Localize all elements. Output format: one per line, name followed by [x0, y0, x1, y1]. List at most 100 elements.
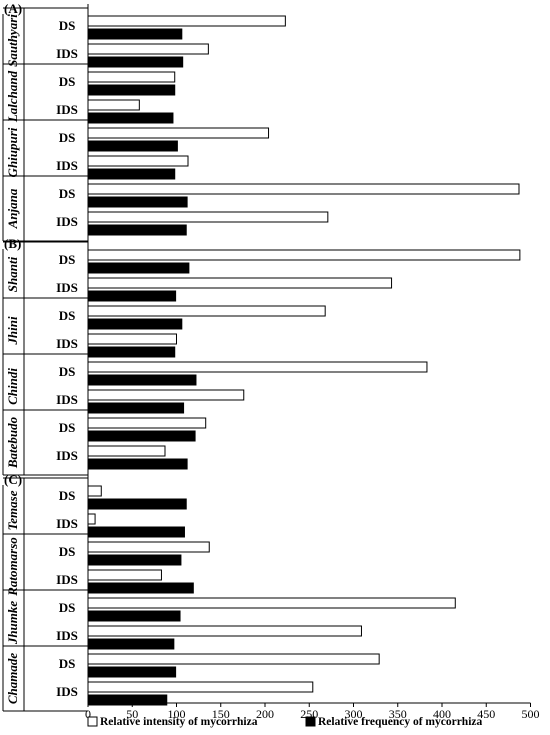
- condition-label: IDS: [56, 336, 78, 351]
- cultivar-label: Ratomarso: [5, 537, 20, 597]
- cultivar-label: Chamade: [5, 653, 20, 705]
- bar-intensity: [87, 127, 270, 139]
- bar-intensity: [87, 361, 428, 373]
- bar-intensity: [87, 485, 102, 497]
- bar-frequency: [87, 402, 185, 414]
- bar-intensity: [87, 333, 177, 345]
- bar-frequency: [87, 28, 183, 40]
- x-tick-label: 450: [477, 707, 495, 721]
- panel-label: (B): [4, 236, 21, 251]
- x-tick-label: 300: [345, 707, 363, 721]
- bar-frequency: [87, 140, 178, 152]
- condition-label: DS: [59, 186, 76, 201]
- condition-label: DS: [59, 252, 76, 267]
- condition-label: IDS: [56, 102, 78, 117]
- condition-label: DS: [59, 74, 76, 89]
- bar-frequency: [87, 554, 182, 566]
- cultivar-label: Temase: [5, 490, 20, 530]
- bar-frequency: [87, 318, 183, 330]
- bar-frequency: [87, 290, 177, 302]
- condition-label: IDS: [56, 572, 78, 587]
- cultivar-label: Chindi: [5, 368, 20, 405]
- bar-frequency: [87, 374, 197, 386]
- condition-label: DS: [59, 130, 76, 145]
- bar-frequency: [87, 430, 196, 442]
- bar-intensity: [87, 155, 189, 167]
- condition-label: IDS: [56, 516, 78, 531]
- bar-intensity: [87, 15, 286, 27]
- condition-label: IDS: [56, 46, 78, 61]
- bar-frequency: [87, 196, 188, 208]
- cultivar-label: Shanti: [5, 256, 20, 292]
- bar-frequency: [87, 346, 176, 358]
- bar-frequency: [87, 638, 175, 650]
- condition-label: IDS: [56, 684, 78, 699]
- condition-label: IDS: [56, 214, 78, 229]
- bar-intensity: [87, 513, 96, 525]
- cultivar-label: Batebudo: [5, 416, 20, 469]
- legend-swatch: [305, 716, 316, 727]
- x-tick-label: 100: [168, 707, 186, 721]
- bar-frequency: [87, 498, 187, 510]
- bar-frequency: [87, 84, 176, 96]
- bar-intensity: [87, 541, 210, 553]
- cultivar-label: Sauthyari: [5, 14, 20, 67]
- x-tick-label: 400: [433, 707, 451, 721]
- legend-label: Relative frequency of mycorrhiza: [318, 716, 483, 728]
- cultivar-label: Jhumke: [5, 601, 20, 646]
- condition-label: IDS: [56, 280, 78, 295]
- x-tick-label: 200: [256, 707, 274, 721]
- cultivar-label: Ghiupuri: [5, 127, 20, 177]
- bar-intensity: [87, 43, 209, 55]
- bar-frequency: [87, 666, 177, 678]
- bar-frequency: [87, 224, 187, 236]
- bar-intensity: [87, 183, 520, 195]
- condition-label: IDS: [56, 448, 78, 463]
- bar-intensity: [87, 625, 362, 637]
- panel-label: (C): [4, 472, 22, 487]
- bar-intensity: [87, 597, 456, 609]
- cultivar-label: Anjana: [5, 188, 20, 229]
- bar-intensity: [87, 277, 393, 289]
- condition-label: IDS: [56, 158, 78, 173]
- bar-intensity: [87, 653, 380, 665]
- bar-intensity: [87, 681, 314, 693]
- bar-intensity: [87, 417, 207, 429]
- bar-intensity: [87, 249, 521, 261]
- bar-intensity: [87, 569, 162, 581]
- condition-label: DS: [59, 420, 76, 435]
- condition-label: DS: [59, 364, 76, 379]
- x-tick-label: 150: [212, 707, 230, 721]
- x-tick-label: 500: [522, 707, 540, 721]
- bar-frequency: [87, 112, 174, 124]
- x-tick-label: 0: [85, 707, 91, 721]
- bar-intensity: [87, 305, 326, 317]
- bar-frequency: [87, 526, 185, 538]
- cultivar-label: Lalchand: [5, 70, 20, 123]
- legend-swatch: [87, 716, 98, 727]
- condition-label: DS: [59, 308, 76, 323]
- x-tick-label: 350: [389, 707, 407, 721]
- bar-intensity: [87, 71, 176, 83]
- bar-frequency: [87, 56, 184, 68]
- condition-label: DS: [59, 488, 76, 503]
- bar-frequency: [87, 458, 188, 470]
- bar-frequency: [87, 694, 168, 706]
- bar-intensity: [87, 211, 329, 223]
- cultivar-label: Jhini: [5, 316, 20, 346]
- bar-frequency: [87, 262, 190, 274]
- condition-label: IDS: [56, 392, 78, 407]
- bar-frequency: [87, 582, 194, 594]
- bar-frequency: [87, 168, 176, 180]
- condition-label: DS: [59, 18, 76, 33]
- condition-label: DS: [59, 656, 76, 671]
- condition-label: DS: [59, 544, 76, 559]
- condition-label: IDS: [56, 628, 78, 643]
- bar-frequency: [87, 610, 181, 622]
- bar-intensity: [87, 445, 166, 457]
- x-tick-label: 50: [126, 707, 138, 721]
- bar-intensity: [87, 389, 245, 401]
- legend-label: Relative intensity of mycorrhiza: [100, 716, 258, 728]
- condition-label: DS: [59, 600, 76, 615]
